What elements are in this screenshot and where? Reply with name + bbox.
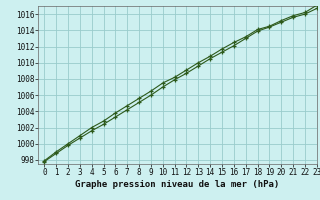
X-axis label: Graphe pression niveau de la mer (hPa): Graphe pression niveau de la mer (hPa) xyxy=(76,180,280,189)
